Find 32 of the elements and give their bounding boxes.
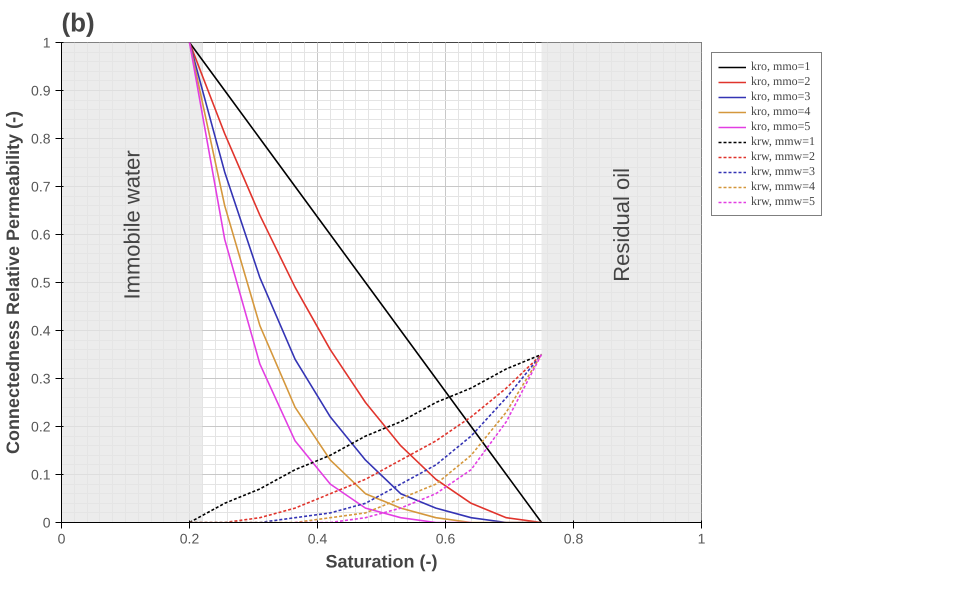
x-tick-label: 0.8	[564, 530, 584, 546]
y-tick-label: 0.8	[31, 130, 51, 146]
legend-label: kro, mmo=3	[751, 89, 810, 104]
x-tick-label: 1	[698, 530, 706, 546]
legend-label: kro, mmo=5	[751, 119, 810, 134]
y-tick-label: 1	[42, 34, 51, 50]
legend-label: krw, mmw=4	[751, 179, 815, 194]
y-tick-label: 0.9	[31, 82, 51, 98]
legend-label: kro, mmo=4	[751, 104, 810, 119]
y-tick-label: 0.6	[31, 226, 51, 242]
x-axis-title: Saturation (-)	[326, 552, 438, 572]
legend-label: krw, mmw=1	[751, 134, 815, 149]
y-tick-label: 0	[42, 514, 51, 530]
legend-label: kro, mmo=1	[751, 59, 810, 74]
x-tick-label: 0.2	[180, 530, 200, 546]
y-tick-label: 0.7	[31, 178, 51, 194]
legend-label: kro, mmo=2	[751, 74, 810, 89]
y-tick-label: 0.1	[31, 466, 51, 482]
chart-title: (b)	[62, 8, 95, 38]
band-label: Immobile water	[119, 150, 144, 300]
y-axis-title: Connectedness Relative Permeability (-)	[3, 110, 24, 454]
y-tick-label: 0.3	[31, 370, 51, 386]
x-tick-label: 0.6	[436, 530, 456, 546]
y-tick-label: 0.5	[31, 274, 51, 290]
legend-label: krw, mmw=5	[751, 194, 815, 209]
legend-label: krw, mmw=2	[751, 149, 815, 164]
legend-label: krw, mmw=3	[751, 164, 815, 179]
y-tick-label: 0.4	[31, 322, 51, 338]
x-tick-label: 0	[58, 530, 66, 546]
y-tick-label: 0.2	[31, 418, 51, 434]
x-tick-label: 0.4	[308, 530, 328, 546]
band-label: Residual oil	[609, 168, 634, 282]
